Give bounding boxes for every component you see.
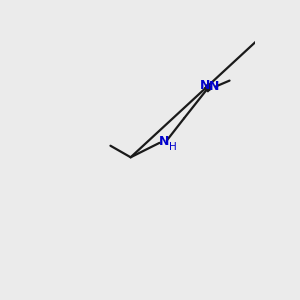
Text: N: N: [209, 80, 219, 93]
Text: N: N: [159, 135, 169, 148]
Text: N: N: [200, 79, 210, 92]
Text: H: H: [169, 142, 177, 152]
